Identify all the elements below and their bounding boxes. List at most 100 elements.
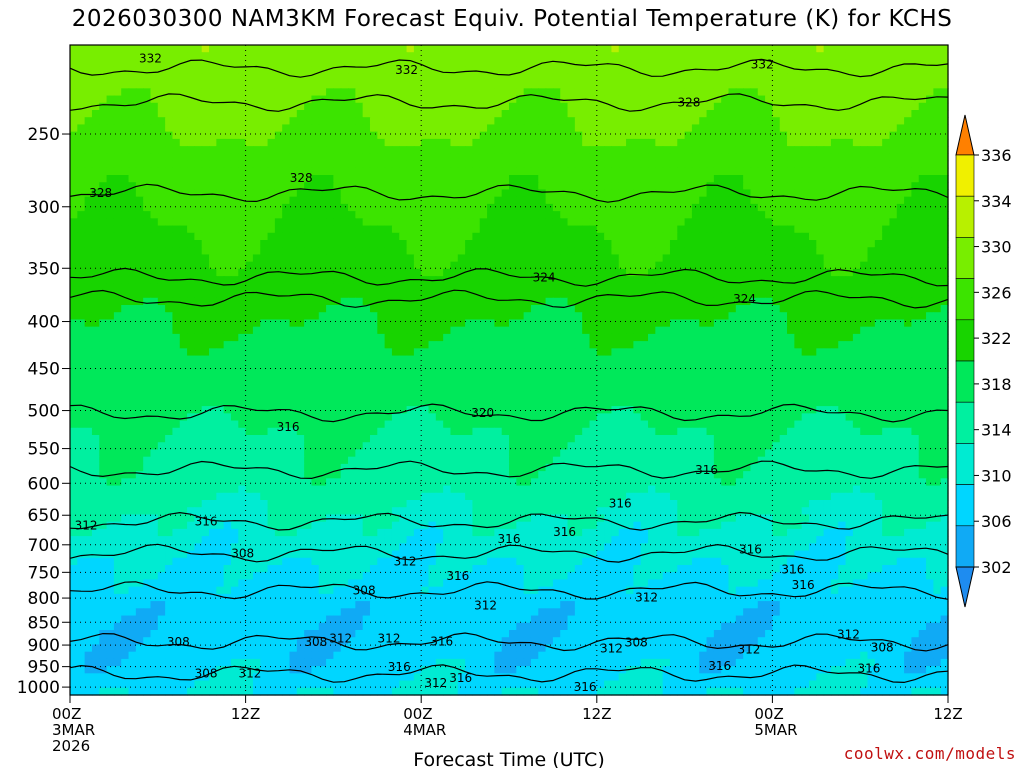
field-cell xyxy=(823,146,832,154)
field-cell xyxy=(618,290,627,299)
field-cell xyxy=(860,283,869,292)
field-cell xyxy=(289,240,298,248)
field-cell xyxy=(765,297,773,306)
field-cell xyxy=(106,102,115,111)
field-cell xyxy=(406,232,415,241)
field-cell xyxy=(567,138,576,147)
field-cell xyxy=(750,167,759,176)
field-cell xyxy=(574,182,583,191)
field-cell xyxy=(77,211,86,219)
field-cell xyxy=(926,45,934,53)
field-cell xyxy=(757,225,766,234)
field-cell xyxy=(728,283,737,292)
field-cell xyxy=(574,305,583,313)
field-cell xyxy=(721,276,730,284)
field-cell xyxy=(121,52,130,61)
field-cell xyxy=(311,247,320,256)
temperature-field xyxy=(70,45,949,696)
field-cell xyxy=(509,146,517,154)
field-cell xyxy=(150,189,159,198)
field-cell xyxy=(640,247,649,256)
field-cell xyxy=(684,146,693,154)
field-cell xyxy=(113,283,122,292)
field-cell xyxy=(626,117,634,126)
field-cell xyxy=(421,319,430,328)
field-cell xyxy=(618,218,627,227)
field-cell xyxy=(787,305,795,313)
field-cell xyxy=(399,117,408,126)
field-cell xyxy=(172,73,181,82)
field-cell xyxy=(99,189,108,198)
field-cell xyxy=(867,312,876,321)
field-cell xyxy=(626,66,634,75)
field-cell xyxy=(435,110,444,118)
field-cell xyxy=(640,167,649,176)
field-cell xyxy=(201,182,210,191)
field-cell xyxy=(750,268,759,277)
field-cell xyxy=(333,218,342,227)
field-cell xyxy=(348,59,356,68)
field-cell xyxy=(487,232,495,241)
field-cell xyxy=(816,290,825,299)
field-cell xyxy=(538,73,547,82)
field-cell xyxy=(384,240,393,248)
field-cell xyxy=(765,182,773,191)
field-cell xyxy=(801,52,810,61)
field-cell xyxy=(801,117,810,126)
field-cell xyxy=(545,225,554,234)
field-cell xyxy=(567,211,576,219)
field-cell xyxy=(823,160,832,169)
field-cell xyxy=(106,110,115,118)
field-cell xyxy=(699,203,708,212)
field-cell xyxy=(128,102,137,111)
field-cell xyxy=(274,203,283,212)
field-cell xyxy=(274,326,283,335)
field-cell xyxy=(845,153,854,162)
field-cell xyxy=(260,138,269,147)
field-cell xyxy=(91,167,100,176)
field-cell xyxy=(882,81,891,89)
field-cell xyxy=(830,160,839,169)
field-cell xyxy=(267,117,276,126)
field-cell xyxy=(143,138,152,147)
field-cell xyxy=(106,319,115,328)
field-cell xyxy=(787,117,795,126)
field-cell xyxy=(852,146,861,154)
field-cell xyxy=(852,319,861,328)
field-cell xyxy=(282,290,291,299)
field-cell xyxy=(926,102,934,111)
field-cell xyxy=(838,247,847,256)
field-cell xyxy=(377,232,386,241)
field-cell xyxy=(348,218,356,227)
field-cell xyxy=(201,326,210,335)
field-cell xyxy=(772,218,781,227)
field-cell xyxy=(384,247,393,256)
field-cell xyxy=(823,66,832,75)
field-cell xyxy=(801,218,810,227)
field-cell xyxy=(70,81,78,89)
field-cell xyxy=(626,326,634,335)
field-cell xyxy=(823,276,832,284)
field-cell xyxy=(413,305,422,313)
field-cell xyxy=(377,73,386,82)
field-cell xyxy=(318,81,327,89)
field-cell xyxy=(662,138,671,147)
field-cell xyxy=(677,95,686,104)
field-cell xyxy=(70,131,78,140)
field-cell xyxy=(150,59,159,68)
field-cell xyxy=(787,247,795,256)
field-cell xyxy=(904,59,913,68)
field-cell xyxy=(84,45,93,53)
field-cell xyxy=(362,146,371,154)
field-cell xyxy=(611,117,620,126)
field-cell xyxy=(611,160,620,169)
field-cell xyxy=(362,167,371,176)
field-cell xyxy=(860,81,869,89)
field-cell xyxy=(70,333,78,342)
field-cell xyxy=(150,73,159,82)
field-cell xyxy=(706,290,715,299)
field-cell xyxy=(348,283,356,292)
field-cell xyxy=(179,95,188,104)
field-cell xyxy=(589,232,598,241)
field-cell xyxy=(750,333,759,342)
